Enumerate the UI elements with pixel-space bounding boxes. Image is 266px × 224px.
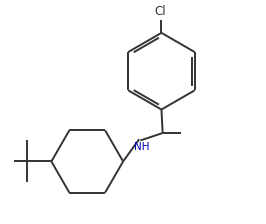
Text: Cl: Cl bbox=[154, 4, 166, 17]
Text: NH: NH bbox=[134, 142, 149, 152]
